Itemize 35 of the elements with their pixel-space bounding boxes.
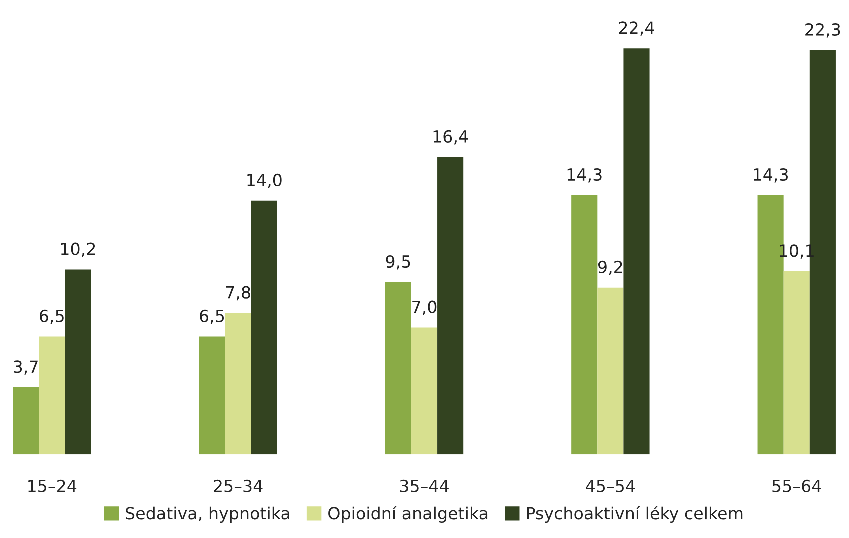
data-label: 22,4 — [619, 22, 654, 36]
bar — [598, 288, 624, 455]
data-label: 3,7 — [14, 360, 38, 375]
bar — [13, 388, 40, 455]
bar — [251, 200, 278, 455]
bar — [784, 272, 810, 455]
data-label: 14,3 — [568, 168, 602, 183]
data-label: 10,2 — [61, 242, 96, 258]
bar — [65, 270, 92, 455]
data-label: 9,2 — [598, 260, 622, 276]
bar — [385, 282, 412, 455]
x-tick-label: 35–44 — [400, 480, 449, 493]
bar — [572, 195, 598, 455]
data-label: 6,5 — [200, 310, 224, 324]
x-tick-label: 45–54 — [586, 480, 636, 493]
bar — [438, 157, 464, 455]
bar — [225, 313, 252, 455]
data-label: 7,0 — [412, 300, 437, 316]
legend-label: Psychoaktivní léky celkem — [527, 506, 743, 523]
x-tick-label: 25–34 — [214, 480, 263, 493]
data-label: 22,3 — [806, 23, 840, 38]
x-tick-label: 55–64 — [772, 480, 822, 493]
data-label: 6,5 — [40, 310, 64, 324]
bar — [411, 328, 438, 455]
bar — [199, 336, 226, 455]
x-tick-label: 15–24 — [28, 480, 77, 493]
data-label: 14,3 — [754, 168, 788, 183]
data-label: 9,5 — [386, 255, 410, 270]
bar — [39, 336, 66, 455]
bar — [624, 48, 650, 455]
data-label: 16,4 — [434, 130, 468, 145]
legend-label: Sedativa, hypnotika — [126, 506, 290, 523]
legend-label: Opioidní analgetika — [328, 506, 488, 523]
data-label: 7,8 — [226, 286, 250, 301]
data-label: 14,0 — [248, 174, 282, 188]
